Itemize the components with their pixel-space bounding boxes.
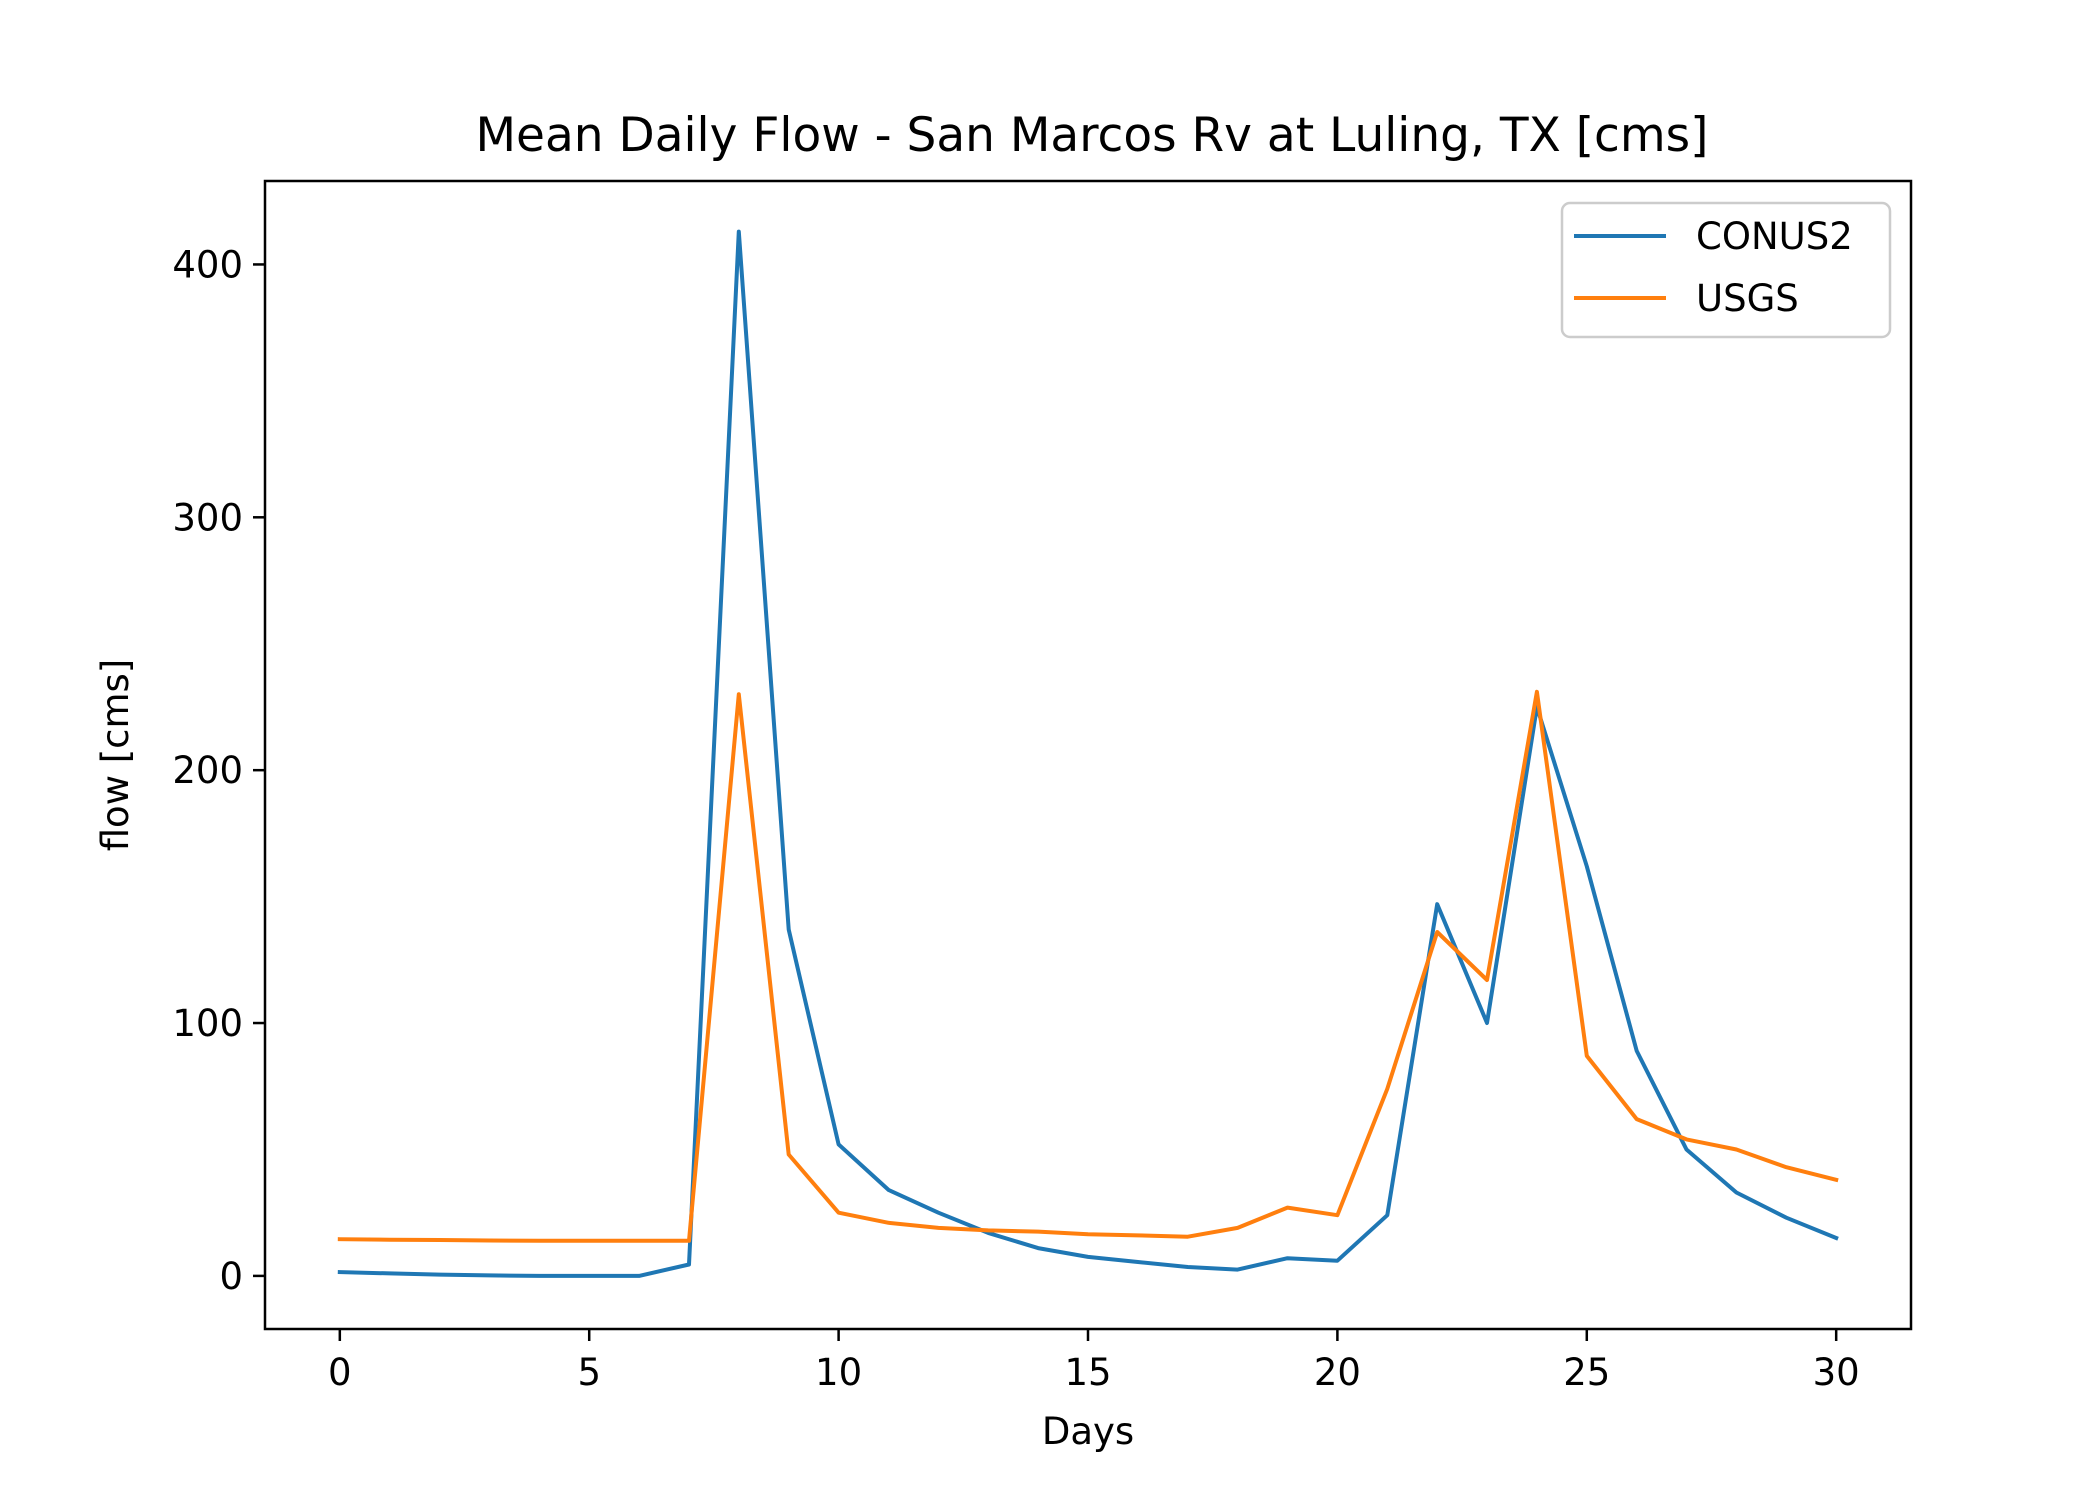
plot-area [337,229,1839,1278]
x-tick-label: 10 [815,1351,862,1394]
chart-title: Mean Daily Flow - San Marcos Rv at Lulin… [476,108,1709,163]
x-tick-label: 5 [577,1351,601,1394]
x-tick-label: 15 [1064,1351,1111,1394]
y-tick-label: 100 [172,1002,243,1045]
plot-frame [263,179,1913,1331]
legend-label-usgs: USGS [1696,277,1799,320]
legend-label-conus2: CONUS2 [1696,215,1853,258]
series-line-conus2 [337,229,1839,1278]
y-tick-label: 400 [172,243,243,286]
x-tick-label: 30 [1813,1351,1860,1394]
y-tick-label: 200 [172,749,243,792]
y-tick-label: 300 [172,496,243,539]
series-line-usgs [337,689,1839,1243]
y-axis-label: flow [cms] [94,659,137,852]
y-tick-label: 0 [219,1255,243,1298]
x-tick-label: 0 [328,1351,352,1394]
x-tick-label: 25 [1563,1351,1610,1394]
x-tick-label: 20 [1314,1351,1361,1394]
x-axis-label: Days [1042,1410,1134,1453]
legend: CONUS2 USGS [1560,201,1892,339]
